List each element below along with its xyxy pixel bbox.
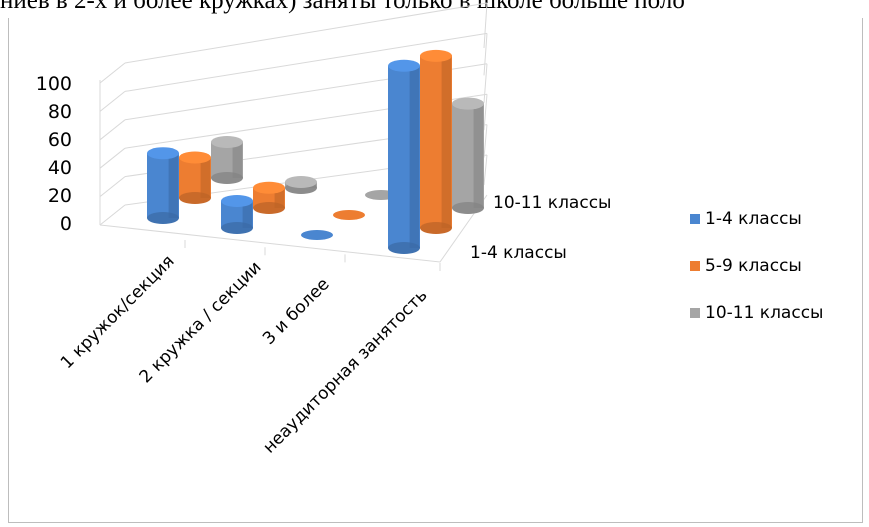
bar <box>333 210 365 220</box>
bar-shade <box>200 157 211 198</box>
bar-shade <box>232 142 243 178</box>
bar <box>147 147 179 224</box>
bar-shade <box>274 187 285 208</box>
gridline <box>483 2 488 49</box>
bar-shade <box>168 153 179 218</box>
gridline <box>483 124 488 158</box>
bar-shade <box>242 201 253 228</box>
gridline <box>483 33 488 76</box>
gridline <box>99 176 126 197</box>
gridline <box>99 119 126 141</box>
bar-top <box>221 195 253 207</box>
bar-shade <box>441 55 452 228</box>
bar <box>452 97 484 214</box>
legend-item: 10-11 классы <box>690 302 823 324</box>
bar-shade <box>473 103 484 208</box>
bar-top <box>179 151 211 164</box>
bar-top <box>211 136 243 148</box>
y-tick-label: 20 <box>48 185 72 207</box>
gridline <box>124 32 488 92</box>
bar-zero-disc <box>333 210 365 220</box>
legend-item: 1-4 классы <box>690 208 823 230</box>
gridline <box>483 154 488 186</box>
caption-text: ниев в 2-х и более кружках) заняты тольк… <box>0 0 685 14</box>
bar-top <box>388 59 420 72</box>
y-tick-label: 100 <box>36 73 72 95</box>
bar-top <box>253 181 285 194</box>
bar <box>253 181 285 214</box>
gridline <box>99 204 126 226</box>
legend-label: 5-9 классы <box>705 256 802 276</box>
bar-zero-disc <box>301 230 333 240</box>
bar <box>179 151 211 204</box>
gridline <box>483 63 488 103</box>
chart-frame <box>8 18 863 523</box>
legend-item: 5-9 классы <box>690 255 823 277</box>
y-tick-label: 40 <box>48 157 72 179</box>
legend-swatch <box>690 214 700 224</box>
legend-label: 10-11 классы <box>705 303 824 323</box>
x-tick-label: 3 и более <box>259 274 333 348</box>
bar <box>388 59 420 254</box>
bar <box>211 136 243 184</box>
y-tick-label: 80 <box>48 101 72 123</box>
y-tick-label: 0 <box>60 213 72 235</box>
bar <box>285 176 317 194</box>
legend-label: 1-4 классы <box>705 209 802 229</box>
depth-axis-labels: 1-4 классы 10-11 классы <box>470 193 611 263</box>
bar <box>221 195 253 234</box>
bars-layer <box>147 49 484 254</box>
depth-label: 1-4 классы <box>470 243 567 263</box>
bar-top <box>285 176 317 188</box>
gridline <box>483 94 488 131</box>
bar <box>420 49 452 234</box>
bar-top <box>147 147 179 160</box>
floor-edge <box>99 194 488 263</box>
gridline <box>99 147 126 169</box>
legend-swatch <box>690 308 700 318</box>
bar-shade <box>409 65 420 248</box>
gridline <box>99 91 126 112</box>
depth-label: 10-11 классы <box>493 193 611 213</box>
bar-top <box>420 49 452 62</box>
gridline <box>99 62 126 84</box>
bar <box>301 230 333 240</box>
bar-top <box>452 97 484 110</box>
gridline <box>124 2 488 64</box>
y-tick-label: 60 <box>48 129 72 151</box>
legend-swatch <box>690 261 700 271</box>
y-axis-ticks: 100 80 60 40 20 0 <box>36 73 72 235</box>
legend: 1-4 классы 5-9 классы 10-11 классы <box>690 208 823 349</box>
